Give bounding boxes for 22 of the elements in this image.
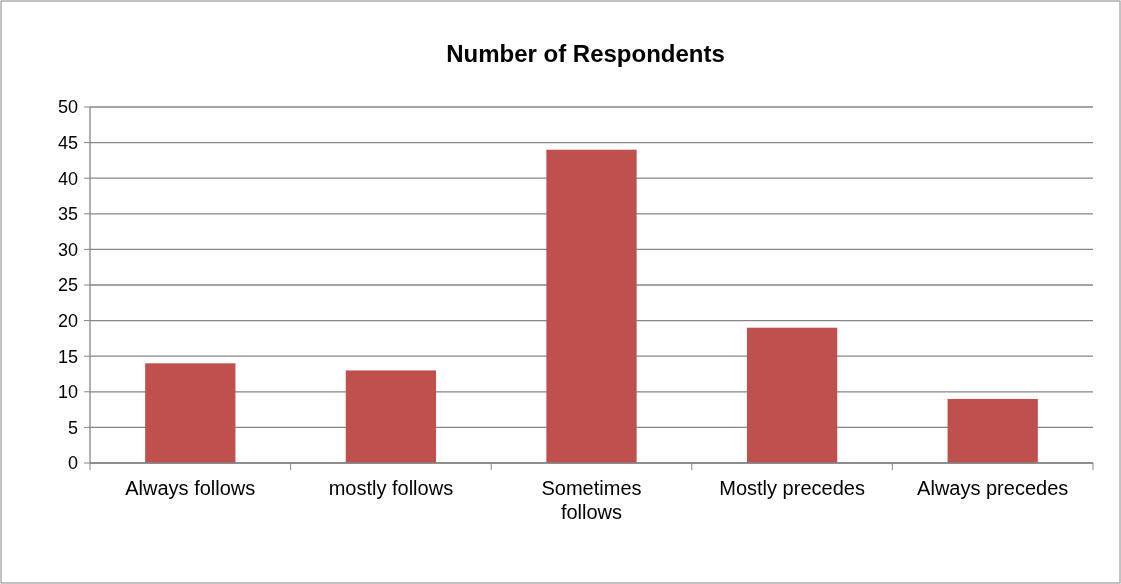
y-tick-label: 15	[57, 346, 78, 367]
bar	[546, 149, 637, 463]
chart-title: Number of Respondents	[446, 40, 725, 67]
y-tick-label: 40	[57, 168, 78, 189]
y-tick-label: 50	[57, 97, 78, 118]
bar	[345, 370, 437, 463]
x-tick-label: Always precedes	[917, 477, 1069, 499]
bar	[145, 363, 236, 463]
y-tick-label: 45	[57, 132, 78, 153]
x-tick-label: Mostly precedes	[719, 477, 865, 499]
y-tick-label: 5	[67, 417, 78, 438]
x-tick-label: Always follows	[125, 477, 256, 499]
y-tick-label: 35	[57, 204, 78, 225]
y-tick-label: 25	[57, 275, 78, 296]
bar	[947, 398, 1038, 463]
y-tick-label: 20	[57, 310, 78, 331]
y-tick-label: 30	[57, 239, 78, 260]
x-tick-label: mostly follows	[328, 477, 454, 499]
bar	[746, 327, 838, 463]
y-tick-label: 0	[67, 453, 78, 474]
y-tick-label: 10	[57, 382, 78, 403]
x-tick-label: Sometimes follows	[541, 477, 642, 523]
